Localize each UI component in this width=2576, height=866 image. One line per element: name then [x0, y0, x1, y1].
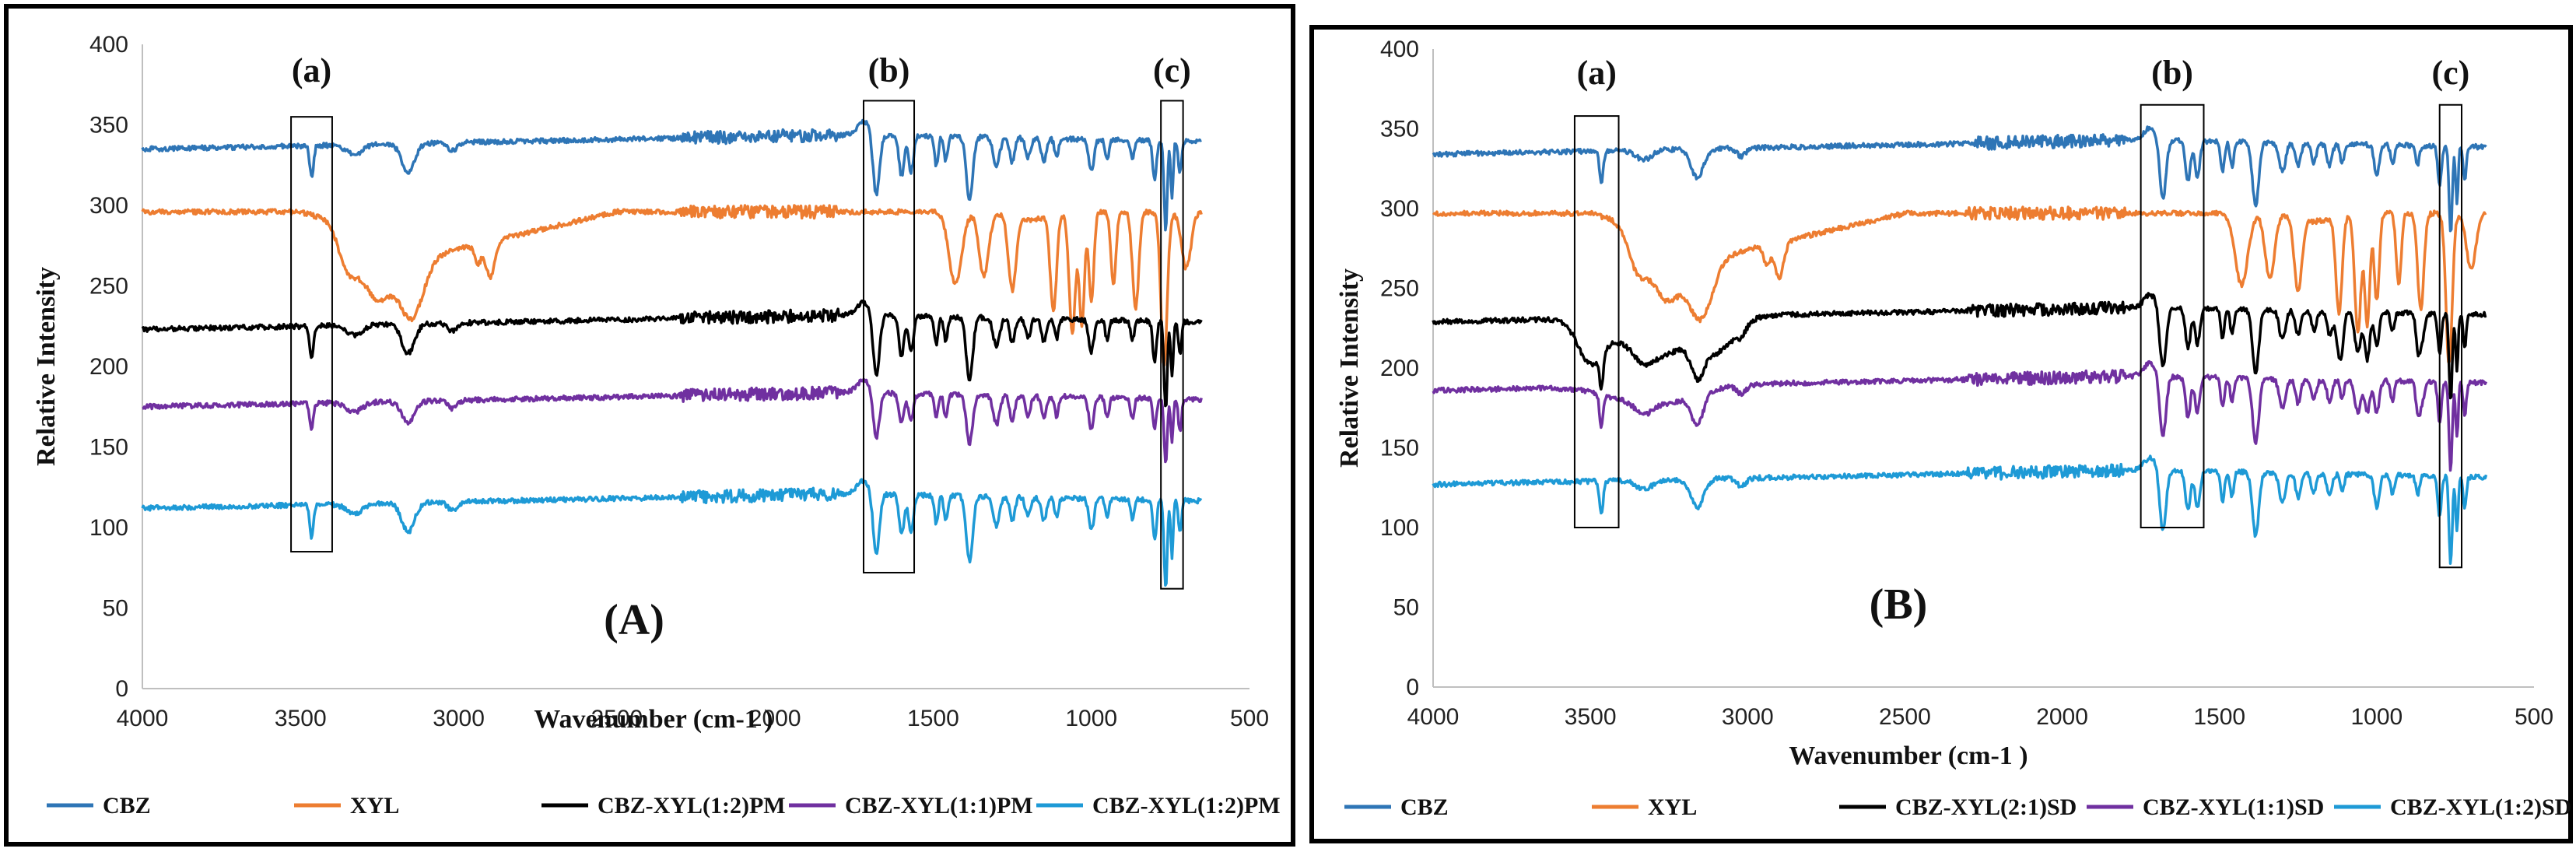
y-tick-label: 300: [89, 193, 128, 219]
y-tick-label: 50: [103, 596, 128, 622]
series-line-cbz-xyl(1:1)sd: [1432, 359, 2488, 472]
x-tick-label: 3000: [1722, 704, 1774, 730]
panel-label: (A): [604, 596, 664, 644]
x-tick-label: 2000: [2036, 704, 2088, 730]
region-label: (a): [1577, 54, 1617, 92]
legend-label: CBZ-XYL(1:2)SD: [2390, 794, 2571, 820]
series-line-cbz: [1432, 125, 2487, 233]
region-box: [1160, 100, 1184, 590]
series-line-xyl: [1432, 205, 2487, 363]
region-label: (b): [2151, 54, 2193, 92]
panel-b: 0 50 100 150 200 250 300 350 400 4000 3500 3000 2500…: [1309, 25, 2573, 843]
y-tick-label: 400: [89, 32, 128, 58]
x-tick-label: 2000: [749, 706, 801, 731]
x-tick-label: 500: [2515, 704, 2553, 730]
series-line-cbz-xyl(1:2)pm: [141, 299, 1203, 408]
x-tick-label: 500: [1230, 706, 1269, 731]
x-tick-label: 4000: [1407, 704, 1460, 730]
y-tick-label: 200: [89, 354, 128, 380]
legend-label: XYL: [350, 793, 399, 819]
panel-label: (B): [1870, 580, 1928, 629]
series-line-cbz-xyl(1:2)pm: [141, 478, 1203, 587]
x-axis-title: Wavenumber (cm-1 ): [534, 705, 773, 734]
x-tick-label: 3500: [275, 706, 327, 731]
y-tick-label: 100: [1380, 515, 1419, 541]
series-line-cbz: [141, 118, 1202, 232]
panel-frame: [1309, 25, 2573, 843]
y-tick-label: 350: [1380, 117, 1419, 142]
region-label: (c): [1153, 51, 1191, 89]
x-tick-label: 1500: [907, 706, 959, 731]
region-label: (c): [2431, 54, 2469, 92]
y-axis-title: Relative Intensity: [32, 267, 61, 466]
y-tick-label: 150: [1380, 436, 1419, 461]
region-box: [2140, 103, 2205, 528]
region-box: [1573, 115, 1620, 529]
x-tick-label: 3500: [1565, 704, 1617, 730]
y-tick-label: 0: [1406, 675, 1419, 700]
series-line-cbz-xyl(1:2)sd: [1432, 454, 2488, 565]
series-line-xyl: [141, 204, 1203, 367]
x-tick-label: 1000: [2350, 704, 2403, 730]
y-tick-label: 150: [89, 435, 128, 461]
y-tick-label: 50: [1393, 595, 1419, 621]
panel-a: 0 50 100 150 200 250 300 350 400 4000 3500 3000 2500…: [4, 4, 1295, 847]
x-tick-label: 2500: [591, 706, 643, 731]
legend-label: CBZ-XYL(1:2)PM: [598, 793, 786, 819]
region-box: [290, 116, 333, 553]
y-tick-label: 350: [89, 113, 128, 138]
x-tick-label: 4000: [117, 706, 169, 731]
y-tick-label: 200: [1380, 356, 1419, 381]
legend-label: CBZ-XYL(1:1)PM: [845, 793, 1033, 819]
legend: CBZ XYL CBZ-XYL(2:1)SD CBZ-XYL(1:1)SD CBZ-XY…: [1344, 794, 2571, 820]
y-tick-label: 0: [115, 676, 128, 702]
region-box: [2438, 103, 2463, 569]
series-line-cbz-xyl(1:1)pm: [142, 377, 1203, 464]
x-axis-title: Wavenumber (cm-1 ): [1789, 742, 2028, 770]
legend-label: CBZ: [103, 793, 151, 819]
region-label: (b): [868, 51, 910, 89]
panel-frame: [4, 4, 1295, 847]
y-tick-label: 250: [1380, 276, 1419, 302]
region-box: [862, 100, 916, 573]
x-tick-label: 3000: [433, 706, 485, 731]
legend: CBZ XYL CBZ-XYL(1:2)PM CBZ-XYL(1:1)PM CBZ-XY…: [47, 793, 1281, 819]
legend-label: CBZ-XYL(2:1)SD: [1895, 794, 2077, 820]
y-tick-label: 300: [1380, 196, 1419, 222]
x-tick-label: 1500: [2193, 704, 2245, 730]
series-line-cbz-xyl(2:1)sd: [1432, 292, 2487, 400]
x-tick-label: 2500: [1879, 704, 1931, 730]
x-tick-label: 1000: [1065, 706, 1117, 731]
region-label: (a): [292, 51, 331, 89]
y-tick-label: 250: [89, 274, 128, 300]
legend-label: CBZ: [1400, 794, 1449, 820]
y-tick-label: 100: [89, 515, 128, 541]
legend-label: CBZ-XYL(1:2)PM: [1092, 793, 1281, 819]
y-axis-title: Relative Intensity: [1335, 268, 1364, 468]
legend-label: XYL: [1648, 794, 1697, 820]
legend-label: CBZ-XYL(1:1)SD: [2143, 794, 2324, 820]
y-tick-label: 400: [1380, 37, 1419, 62]
